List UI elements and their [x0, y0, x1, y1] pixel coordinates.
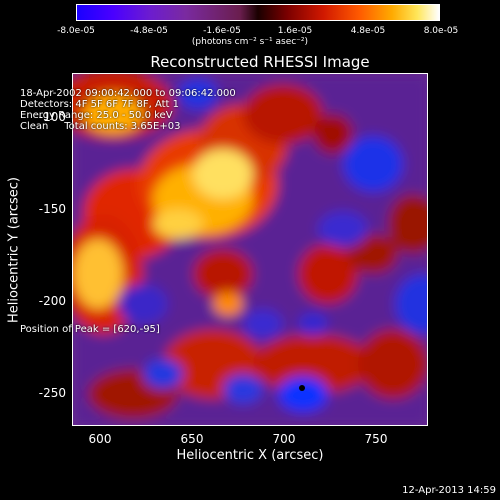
colorbar-tick: -8.0e-05: [57, 26, 95, 36]
timestamp: 12-Apr-2013 14:59: [402, 485, 496, 496]
y-tick-label: -150: [38, 202, 66, 216]
colorbar-tick: -1.6e-05: [203, 26, 241, 36]
x-tick-label: 700: [272, 432, 296, 446]
y-axis-label: Heliocentric Y (arcsec): [6, 177, 22, 323]
colorbar-tick: 4.8e-05: [350, 26, 386, 36]
x-tick-label: 650: [180, 432, 204, 446]
plot-title: Reconstructed RHESSI Image: [150, 53, 370, 71]
rhessi-image: [72, 73, 428, 426]
colorbar-unit-label: (photons cm⁻² s⁻¹ asec⁻²): [191, 37, 309, 47]
info-energy-range: Energy Range: 25.0 - 50.0 keV: [20, 110, 173, 121]
y-tick-label: -200: [38, 294, 66, 308]
y-tick-label: -100: [38, 110, 66, 124]
info-detectors: Detectors: 4F 5F 6F 7F 8F, Att 1: [20, 99, 180, 110]
colorbar-tick: 1.6e-05: [277, 26, 313, 36]
colorbar: [76, 4, 440, 21]
intensity-map: [73, 74, 427, 425]
peak-position-label: Position of Peak = [620,-95]: [20, 324, 160, 335]
x-tick-label: 750: [364, 432, 388, 446]
x-axis-label: Heliocentric X (arcsec): [176, 448, 324, 463]
x-tick-label: 600: [88, 432, 112, 446]
colorbar-tick: -4.8e-05: [130, 26, 168, 36]
info-clean-counts: Clean Total counts: 3.65E+03: [20, 121, 181, 132]
colorbar-tick: 8.0e-05: [423, 26, 459, 36]
y-tick-label: -250: [38, 386, 66, 400]
info-time-range: 18-Apr-2002 09:00:42.000 to 09:06:42.000: [20, 88, 236, 99]
